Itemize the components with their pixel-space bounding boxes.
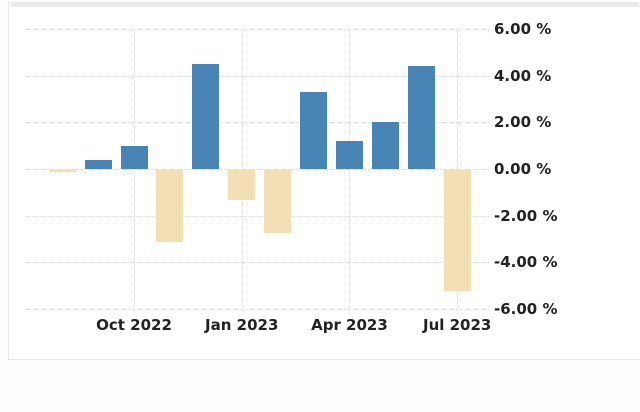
y-axis-label: -4.00 %: [494, 253, 558, 272]
y-axis-label: 4.00 %: [494, 66, 552, 85]
x-axis-label: Jul 2023: [423, 315, 492, 334]
bar-oct-2022[interactable]: [120, 145, 148, 169]
bar-may-2023[interactable]: [371, 122, 399, 169]
bar-nov-2022[interactable]: [156, 170, 184, 243]
bar-chart: 6.00 % 4.00 % 2.00 % 0.00 % -2.00 % -4.00 % -6…: [9, 3, 640, 360]
top-toolbar-strip: [11, 2, 639, 7]
bar-sep-2022[interactable]: [84, 159, 112, 169]
h-gridline: [26, 308, 489, 310]
bar-jun-2023[interactable]: [407, 66, 435, 169]
h-gridline: [26, 122, 489, 124]
x-axis-label: Jan 2023: [205, 315, 279, 334]
y-axis-label: 0.00 %: [494, 160, 552, 178]
x-axis-label: Apr 2023: [311, 315, 388, 334]
y-axis-label: 6.00 %: [494, 20, 552, 38]
v-gridline: [349, 29, 351, 314]
h-gridline: [26, 262, 489, 264]
bar-dec-2022[interactable]: [192, 64, 220, 169]
chart-panel: 6.00 % 4.00 % 2.00 % 0.00 % -2.00 % -4.00 % -6…: [8, 2, 639, 360]
h-gridline: [26, 169, 489, 170]
bar-mar-2023[interactable]: [300, 92, 328, 169]
h-gridline: [26, 29, 489, 30]
bar-jul-2023[interactable]: [443, 170, 471, 292]
y-axis-label: -6.00 %: [494, 299, 558, 318]
bar-apr-2023[interactable]: [335, 141, 363, 169]
h-gridline: [26, 215, 489, 217]
bar-aug-2022[interactable]: [48, 170, 76, 173]
x-axis-label: Oct 2022: [96, 315, 172, 334]
y-axis-label: 2.00 %: [494, 113, 552, 132]
bar-jan-2023[interactable]: [228, 170, 256, 201]
bar-feb-2023[interactable]: [264, 170, 292, 233]
v-gridline: [134, 29, 135, 314]
h-gridline: [26, 75, 489, 77]
y-axis-label: -2.00 %: [494, 206, 558, 225]
